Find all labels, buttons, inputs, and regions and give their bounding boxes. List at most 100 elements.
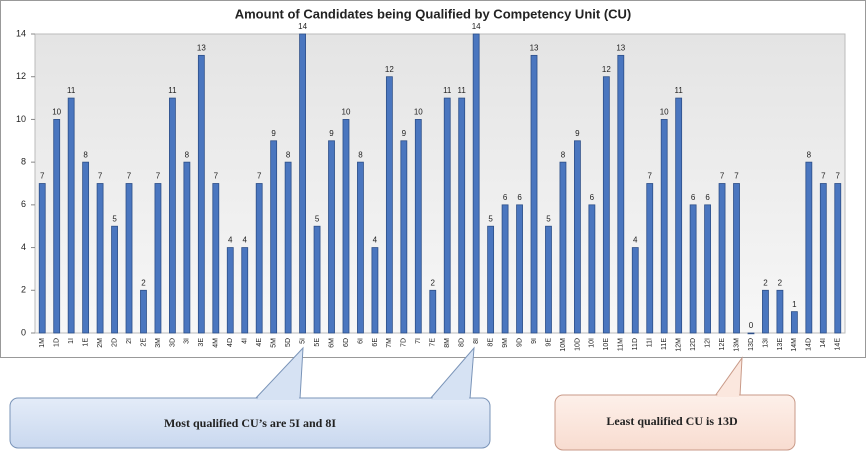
bar [819, 183, 827, 334]
x-tick-label: 1I [68, 338, 75, 344]
annotation: Least qualified CU is 13D [606, 414, 738, 428]
bar [704, 204, 711, 334]
bar [53, 119, 61, 334]
annotation: Most qualified CU’s are 5I and 8I [164, 416, 336, 430]
x-tick-label: 11I [647, 338, 654, 347]
bar [328, 140, 335, 334]
x-tick-label: 10I [589, 338, 596, 348]
chart-title: Amount of Candidates being Qualified by … [235, 6, 632, 21]
value-label: 2 [431, 278, 436, 287]
x-tick-label: 3E [198, 338, 205, 347]
bar [197, 54, 205, 334]
x-tick-label: 5D [285, 338, 292, 347]
value-label: 8 [807, 150, 812, 159]
value-label: 13 [197, 43, 206, 52]
bar [67, 97, 75, 334]
x-tick-label: 5I [299, 338, 306, 344]
value-label: 5 [112, 214, 117, 223]
bar [805, 161, 813, 334]
x-tick-label: 12D [690, 338, 697, 351]
x-tick-label: 14M [791, 338, 798, 352]
value-label: 7 [40, 172, 45, 181]
value-label: 7 [648, 172, 653, 181]
x-tick-label: 4M [213, 338, 220, 348]
x-tick-label: 1E [82, 338, 89, 347]
value-label: 4 [373, 236, 378, 245]
bar [747, 332, 755, 335]
value-label: 12 [602, 65, 611, 74]
x-tick-label: 1M [39, 338, 46, 348]
bar [96, 183, 104, 334]
value-label: 6 [517, 193, 522, 202]
value-label: 11 [168, 86, 177, 95]
x-tick-label: 2D [111, 338, 118, 347]
x-tick-label: 12I [704, 338, 711, 348]
value-label: 11 [675, 86, 684, 95]
value-label: 6 [705, 193, 710, 202]
x-tick-label: 10E [603, 338, 610, 351]
y-tick-label: 8 [21, 157, 26, 167]
value-label: 1 [792, 300, 797, 309]
y-tick-label: 6 [21, 199, 26, 209]
x-tick-label: 10M [560, 338, 567, 352]
bar [241, 247, 249, 334]
bar [169, 97, 176, 334]
x-tick-label: 8M [444, 338, 451, 348]
value-label: 7 [156, 172, 161, 181]
x-tick-label: 2E [140, 338, 147, 347]
bar [443, 97, 451, 334]
x-tick-label: 4I [242, 338, 249, 344]
x-tick-label: 11M [618, 338, 625, 351]
bar [790, 311, 798, 334]
callout-pointer-fill [431, 352, 473, 400]
value-label: 4 [243, 236, 248, 245]
bar [660, 119, 668, 334]
bar [414, 119, 422, 334]
bar [111, 225, 118, 334]
x-tick-label: 13D [748, 338, 755, 351]
y-tick-label: 12 [16, 71, 26, 81]
value-label: 5 [488, 214, 493, 223]
bar [357, 161, 364, 334]
x-tick-label: 7M [386, 338, 393, 348]
x-tick-label: 9E [545, 338, 552, 347]
bar [718, 183, 726, 334]
bar [371, 247, 379, 334]
bar [501, 204, 509, 334]
value-label: 9 [329, 129, 334, 138]
value-label: 5 [315, 214, 320, 223]
x-tick-label: 6I [357, 338, 364, 344]
x-tick-label: 14D [806, 338, 813, 351]
x-tick-label: 9D [516, 338, 523, 347]
y-tick-label: 10 [16, 114, 26, 124]
x-tick-label: 8E [487, 338, 494, 347]
bar [313, 225, 321, 334]
value-label: 14 [298, 22, 307, 31]
x-tick-label: 3M [155, 338, 162, 348]
bar [342, 119, 350, 334]
value-label: 11 [458, 86, 467, 95]
y-tick-label: 4 [21, 242, 26, 252]
x-tick-label: 13I [762, 338, 769, 348]
value-label: 7 [127, 172, 132, 181]
bar [385, 76, 393, 334]
value-label: 4 [633, 236, 638, 245]
value-label: 6 [590, 193, 595, 202]
value-label: 8 [358, 150, 363, 159]
bar [125, 183, 133, 334]
callout-box [554, 394, 796, 451]
value-label: 9 [271, 129, 276, 138]
bar [516, 204, 523, 334]
plot: 024681012141M71D101I111E82M72D52I72E23M7… [16, 22, 842, 352]
x-tick-label: 7E [430, 338, 437, 347]
x-tick-label: 13M [733, 338, 740, 352]
x-tick-label: 6E [372, 338, 379, 347]
bar [574, 140, 581, 334]
bar [733, 183, 740, 334]
bar [270, 140, 278, 334]
bar [834, 183, 842, 334]
x-tick-label: 3D [169, 338, 176, 347]
bar [284, 161, 292, 334]
callout-pointer-fill [256, 352, 302, 400]
bar [255, 183, 263, 334]
